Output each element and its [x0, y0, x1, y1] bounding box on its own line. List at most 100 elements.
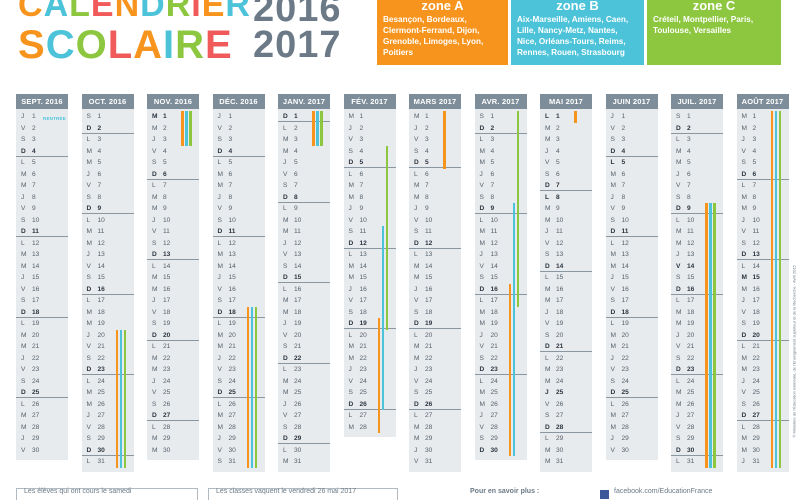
day-number: 1	[490, 113, 495, 120]
day-row: L 10	[475, 215, 527, 226]
day-row: M 21	[409, 341, 461, 352]
day-number: 3	[163, 136, 167, 143]
day-row: J 20	[475, 330, 527, 341]
day-row: S 10	[16, 215, 68, 226]
day-number: 24	[228, 377, 236, 385]
weekday-letter: V	[217, 124, 222, 132]
day-number: 31	[294, 458, 302, 465]
day-row: V 24	[409, 376, 461, 387]
footer-facebook-link[interactable]: facebook.com/EducationFrance	[614, 488, 713, 495]
weekday-letter: M	[152, 435, 158, 442]
day-number: 22	[359, 354, 367, 362]
month-header: SEPT. 2016	[16, 94, 68, 109]
day-row: V 20	[278, 330, 330, 341]
day-number: 2	[425, 124, 429, 132]
weekday-letter: J	[21, 113, 25, 120]
day-row: M 20	[16, 330, 68, 341]
weekday-letter: J	[21, 435, 25, 442]
weekday-letter: S	[676, 354, 681, 362]
weekday-letter: J	[348, 124, 352, 132]
weekday-letter: M	[479, 159, 486, 166]
weekday-letter: V	[152, 228, 157, 235]
weekday-letter: J	[414, 366, 418, 373]
weekday-letter: D	[152, 331, 157, 339]
day-row: M 15	[737, 272, 789, 283]
weekday-letter: D	[676, 285, 681, 293]
day-number: 21	[97, 343, 105, 350]
day-row: M 28	[16, 422, 68, 433]
day-number: 10	[687, 216, 695, 224]
weekday-letter: L	[414, 170, 418, 178]
weekday-letter: J	[348, 285, 352, 293]
weekday-letter: J	[741, 136, 745, 143]
weekday-letter: M	[21, 251, 27, 258]
day-number: 19	[228, 320, 236, 327]
weekday-letter: J	[741, 297, 745, 304]
day-number: 23	[752, 366, 760, 373]
day-number: 19	[359, 320, 367, 327]
weekday-letter: M	[86, 389, 93, 396]
weekday-letter: M	[545, 446, 551, 454]
day-number: 10	[163, 216, 171, 224]
weekday-letter: S	[741, 159, 746, 166]
weekday-letter: L	[86, 458, 91, 465]
day-number: 2	[32, 124, 36, 132]
weekday-letter: J	[217, 274, 221, 281]
day-number: 15	[490, 274, 498, 281]
weekday-letter: J	[348, 366, 352, 373]
zone-a-name: zone A	[421, 0, 464, 13]
day-number: 15	[97, 274, 105, 281]
day-row: S 25	[344, 387, 396, 398]
weekday-letter: D	[741, 331, 747, 339]
day-number: 8	[163, 193, 167, 201]
day-number: 14	[687, 262, 695, 270]
day-row: D 29	[278, 433, 330, 444]
day-row: L 14	[147, 261, 199, 272]
day-row: D 11	[16, 226, 68, 237]
weekday-letter: J	[414, 124, 418, 132]
day-row: D 28	[540, 422, 592, 433]
weekday-letter: J	[545, 389, 549, 396]
weekday-letter: D	[479, 446, 485, 454]
weekday-letter: S	[217, 377, 222, 385]
day-number: 13	[425, 251, 433, 258]
weekday-letter: M	[545, 285, 551, 293]
day-number: 20	[228, 331, 236, 339]
day-row: S 17	[606, 295, 658, 306]
day-number: 10	[752, 216, 760, 224]
weekday-letter: M	[676, 159, 682, 166]
weekday-letter: M	[217, 343, 224, 350]
day-row: M 11	[278, 226, 330, 237]
weekday-letter: M	[676, 320, 682, 327]
day-number: 24	[294, 377, 302, 385]
weekday-letter: M	[676, 389, 682, 396]
day-number: 3	[359, 136, 364, 143]
day-number: 24	[359, 377, 367, 385]
weekday-letter: V	[479, 182, 484, 189]
day-row: L 13	[344, 249, 396, 260]
day-row: S 12	[147, 238, 199, 249]
day-number: 17	[752, 297, 760, 304]
weekday-letter: V	[479, 262, 484, 270]
day-number: 5	[621, 159, 626, 166]
vacation-bar-zone-b	[119, 329, 123, 468]
weekday-letter: V	[414, 377, 419, 385]
day-number: 14	[490, 262, 498, 270]
weekday-letter: L	[545, 193, 550, 201]
weekday-letter: S	[86, 113, 91, 120]
vacation-bar-zone-a	[115, 329, 119, 468]
day-row: M 12	[82, 238, 134, 249]
day-row: M 18	[475, 307, 527, 318]
day-row: S 19	[147, 318, 199, 329]
day-number: 20	[359, 331, 367, 339]
